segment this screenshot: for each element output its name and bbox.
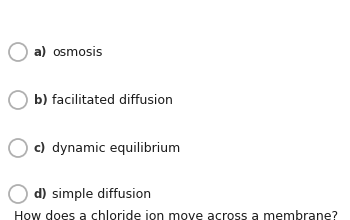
Circle shape <box>9 43 27 61</box>
Text: b): b) <box>34 94 48 106</box>
Text: osmosis: osmosis <box>52 46 102 59</box>
Circle shape <box>9 91 27 109</box>
Circle shape <box>9 185 27 203</box>
Text: d): d) <box>34 187 48 200</box>
Text: facilitated diffusion: facilitated diffusion <box>52 94 173 106</box>
Circle shape <box>9 139 27 157</box>
Text: simple diffusion: simple diffusion <box>52 187 151 200</box>
Text: dynamic equilibrium: dynamic equilibrium <box>52 141 180 154</box>
Text: c): c) <box>34 141 46 154</box>
Text: How does a chloride ion move across a membrane?: How does a chloride ion move across a me… <box>14 210 338 220</box>
Text: a): a) <box>34 46 47 59</box>
